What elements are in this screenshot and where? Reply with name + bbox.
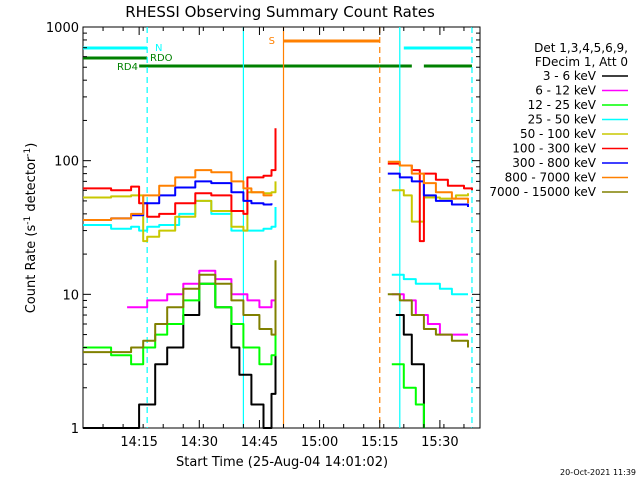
legend-entry-label: 12 - 25 keV	[528, 98, 597, 112]
x-tick-label: 15:00	[301, 435, 338, 450]
legend-entry-label: 7000 - 15000 keV	[489, 185, 596, 199]
x-axis-label: Start Time (25-Aug-04 14:01:02)	[176, 455, 388, 470]
legend-header-2: FDecim 1, Att 0	[535, 55, 628, 69]
legend: Det 1,3,4,5,6,9, FDecim 1, Att 0 3 - 6 k…	[489, 41, 628, 199]
legend-entry-label: 3 - 6 keV	[543, 69, 597, 83]
flag-label: N	[155, 43, 162, 54]
y-tick-label: 1000	[46, 21, 79, 36]
x-tick-label: 15:30	[421, 435, 458, 450]
legend-entry-label: 100 - 300 keV	[512, 142, 596, 156]
y-tick-label: 10	[62, 288, 79, 303]
plot-frame	[82, 26, 481, 429]
series-line	[83, 160, 469, 221]
y-tick-label: 1	[71, 422, 79, 437]
legend-entry-label: 6 - 12 keV	[535, 84, 597, 98]
legend-header-1: Det 1,3,4,5,6,9,	[534, 41, 628, 55]
x-tick-label: 14:45	[241, 435, 278, 450]
y-axis-label: Count Rate (s-1 detector-1)	[23, 143, 39, 314]
x-tick-label: 14:30	[181, 435, 218, 450]
series-line	[83, 282, 425, 428]
series-line	[83, 260, 469, 354]
legend-entry-label: 50 - 100 keV	[520, 127, 597, 141]
y-axis: 1000 100 10 1	[46, 21, 480, 437]
flag-label: RD4	[117, 62, 138, 73]
x-axis: 14:15 14:30 14:45 15:00 15:15 15:30	[82, 27, 465, 450]
legend-entry-label: 25 - 50 keV	[528, 113, 597, 127]
x-tick-label: 15:15	[361, 435, 398, 450]
legend-entry-label: 800 - 7000 keV	[505, 171, 597, 185]
legend-entry-label: 300 - 800 keV	[512, 156, 596, 170]
x-tick-label: 14:15	[120, 435, 157, 450]
chart-title: RHESSI Observing Summary Count Rates	[125, 3, 435, 21]
series-lines	[83, 128, 473, 429]
footer-timestamp: 20-Oct-2021 11:39	[560, 468, 636, 477]
flag-label: S	[269, 36, 275, 47]
flag-label: RDO	[150, 53, 173, 64]
y-tick-label: 100	[54, 155, 79, 170]
